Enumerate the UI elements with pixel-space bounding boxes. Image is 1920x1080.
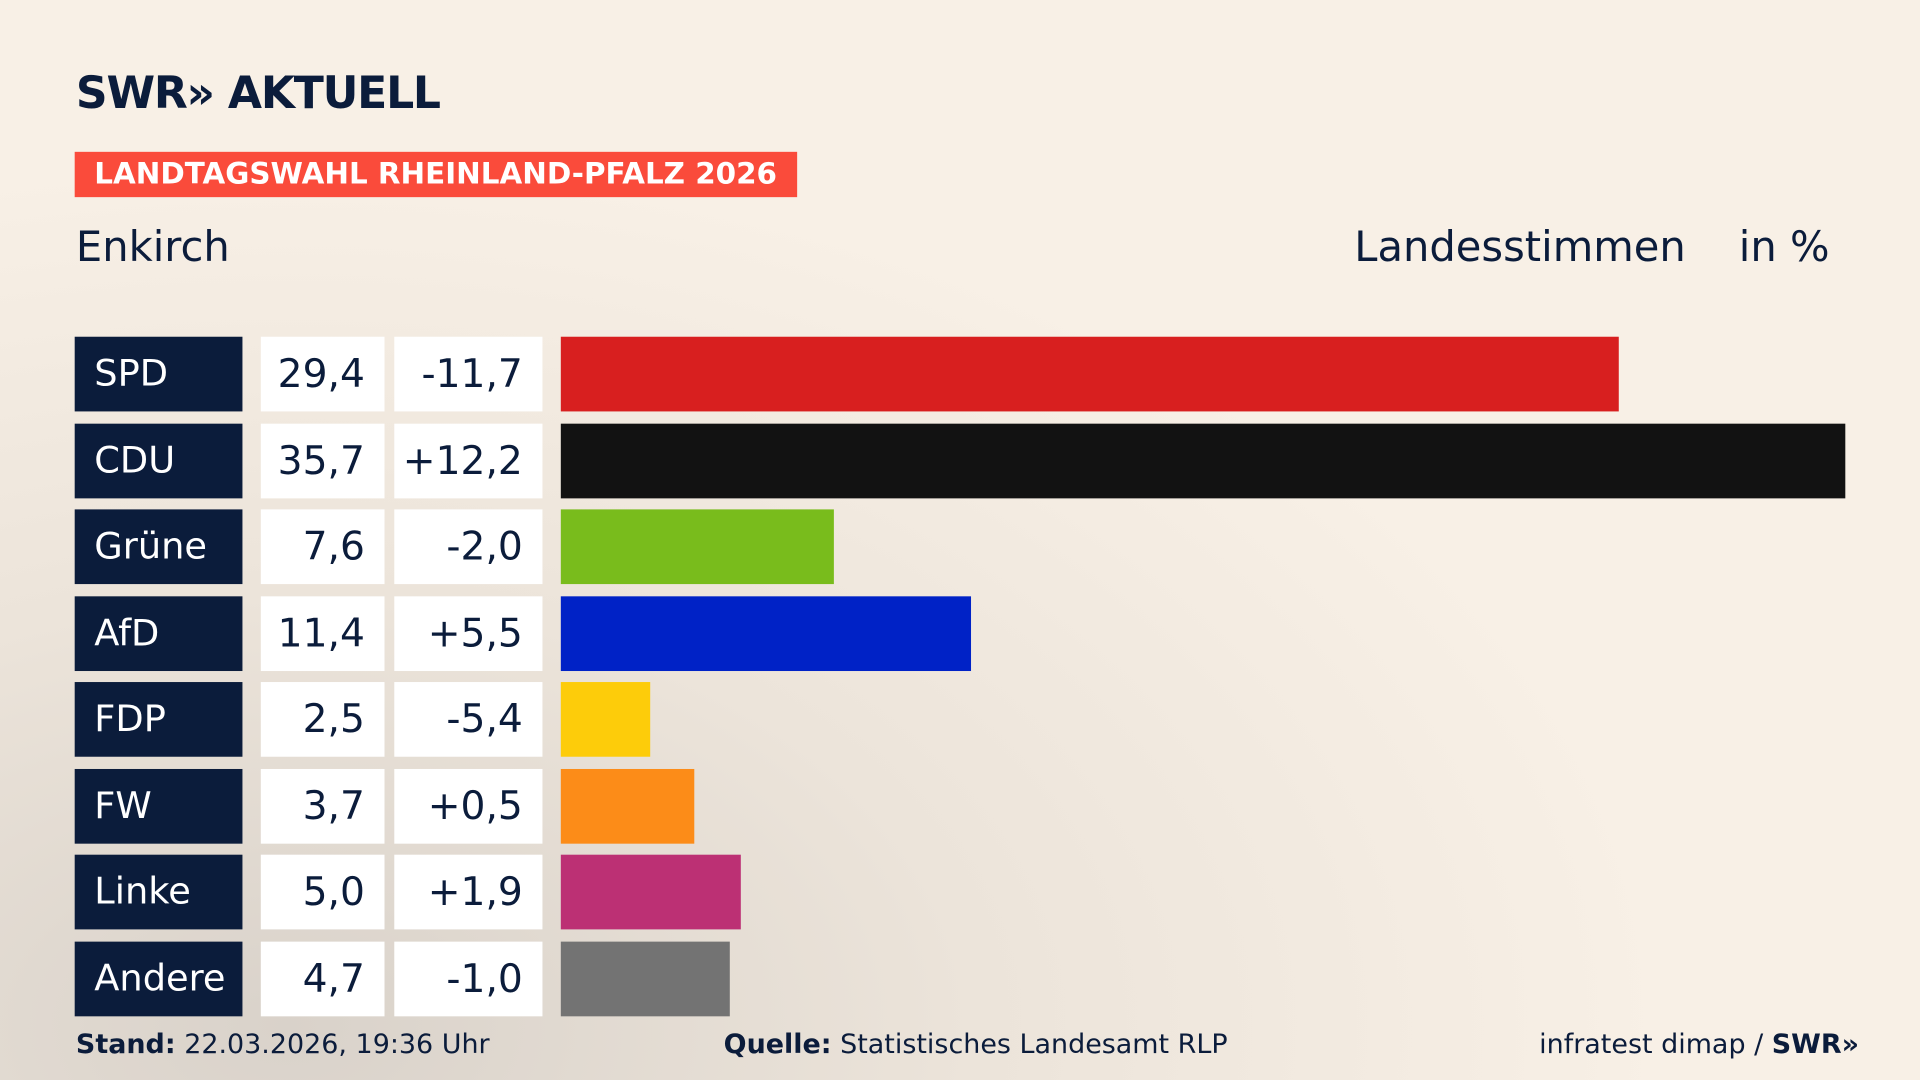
credit: infratest dimap / SWR» — [1539, 1030, 1859, 1061]
party-label: Grüne — [74, 509, 243, 585]
bar — [560, 509, 835, 585]
source-value: Statistisches Landesamt RLP — [840, 1029, 1228, 1061]
diff-label: +5,5 — [394, 595, 543, 671]
value-label: 2,5 — [260, 682, 385, 757]
value-label: 5,0 — [260, 854, 385, 930]
source-label: Quelle: — [723, 1029, 832, 1061]
swr-aktuell-logo: SWR» AKTUELL — [75, 68, 441, 119]
diff-label: +12,2 — [394, 423, 543, 498]
value-label: 29,4 — [260, 336, 385, 412]
bar — [560, 768, 694, 844]
credit-text: infratest dimap / — [1539, 1029, 1772, 1061]
party-label: SPD — [74, 336, 243, 412]
diff-label: -5,4 — [394, 682, 543, 757]
diff-label: +0,5 — [394, 768, 543, 844]
value-label: 35,7 — [260, 423, 385, 498]
measure-label: Landesstimmen — [1354, 222, 1686, 272]
party-label: FDP — [74, 682, 243, 757]
diff-label: +1,9 — [394, 854, 543, 930]
party-label: AfD — [74, 595, 243, 671]
value-label: 11,4 — [260, 595, 385, 671]
bar — [560, 682, 651, 757]
bar — [560, 336, 1619, 412]
party-label: CDU — [74, 423, 243, 498]
swr-logo: SWR» — [1771, 1029, 1860, 1061]
bar — [560, 941, 730, 1016]
stand-value: 22.03.2026, 19:36 Uhr — [184, 1029, 490, 1061]
diff-label: -11,7 — [394, 336, 543, 412]
party-label: Linke — [74, 854, 243, 930]
election-tag: LANDTAGSWAHL RHEINLAND-PFALZ 2026 — [74, 151, 797, 198]
bar — [560, 423, 1846, 498]
timestamp: Stand: 22.03.2026, 19:36 Uhr — [76, 1030, 490, 1061]
source: Quelle: Statistisches Landesamt RLP — [724, 1030, 1228, 1061]
stand-label: Stand: — [75, 1029, 176, 1061]
party-label: Andere — [74, 941, 243, 1016]
bar — [560, 595, 971, 671]
diff-label: -2,0 — [394, 509, 543, 585]
unit-label: in % — [1738, 222, 1830, 272]
value-label: 4,7 — [260, 941, 385, 1016]
value-label: 7,6 — [260, 509, 385, 585]
diff-label: -1,0 — [394, 941, 543, 1016]
region-title: Enkirch — [75, 222, 230, 272]
bar — [560, 854, 741, 930]
party-label: FW — [74, 768, 243, 844]
value-label: 3,7 — [260, 768, 385, 844]
